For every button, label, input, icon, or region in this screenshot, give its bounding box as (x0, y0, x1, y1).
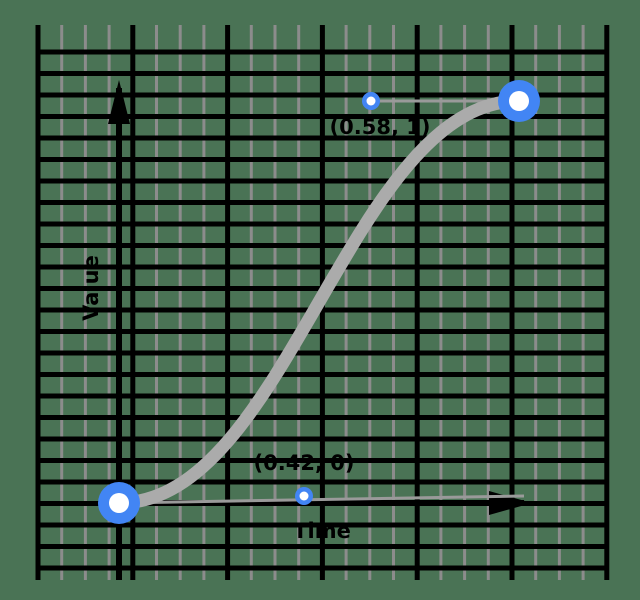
control-handle-p1[interactable] (295, 487, 313, 505)
y-axis-label: Value (79, 255, 103, 321)
anchor-core[interactable] (109, 493, 129, 513)
anchor-point-group[interactable] (98, 80, 540, 524)
handle-point-group[interactable] (295, 92, 380, 505)
anchor-point-end[interactable] (498, 80, 540, 122)
control-handle-core[interactable] (366, 96, 376, 106)
control-point-label-p2: (0.58, 1) (330, 115, 431, 139)
grid-horizontal-lines (38, 49, 608, 571)
y-axis-arrowhead (108, 80, 130, 124)
anchor-core[interactable] (509, 91, 529, 111)
control-handle-p2[interactable] (362, 92, 380, 110)
control-handle-core[interactable] (299, 491, 309, 501)
control-point-label-p1: (0.42, 0) (254, 451, 355, 475)
bezier-curve-path (112, 94, 526, 510)
anchor-point-start[interactable] (98, 482, 140, 524)
handle-line-start (118, 494, 525, 505)
x-axis-label: Time (293, 519, 351, 543)
